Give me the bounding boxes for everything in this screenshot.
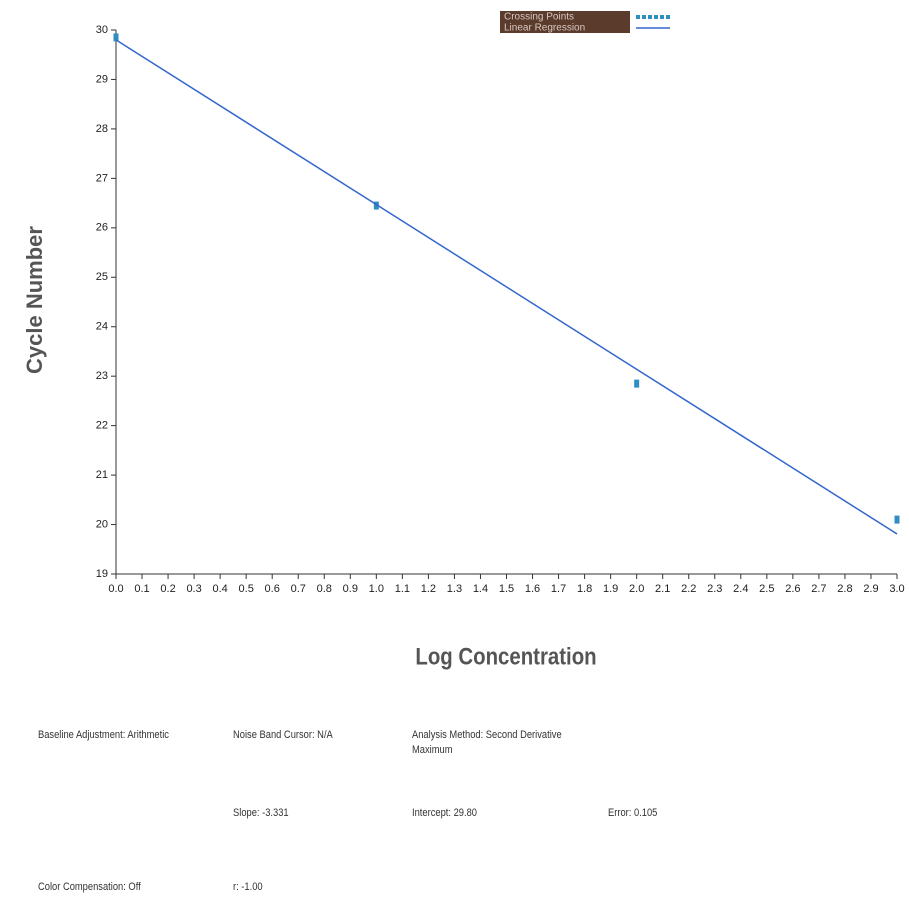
x-tick-label: 0.7 [291,583,306,595]
x-tick-label: 2.3 [707,583,722,595]
info-noise: Noise Band Cursor: N/A [233,729,333,741]
x-tick-label: 0.4 [212,583,227,595]
x-tick-label: 1.8 [577,583,592,595]
x-tick-label: 0.2 [160,583,175,595]
info-error: Error: 0.105 [608,807,658,819]
x-tick-label: 1.3 [447,583,462,595]
y-tick-label: 27 [96,172,108,184]
y-tick-label: 25 [96,271,108,283]
x-tick-label: 2.2 [681,583,696,595]
crossing-point [894,515,900,524]
x-tick-label: 1.0 [369,583,384,595]
y-tick-label: 21 [96,469,108,481]
y-tick-label: 20 [96,518,108,530]
y-tick-label: 26 [96,222,108,234]
legend-box [500,22,630,33]
y-tick-label: 24 [96,321,108,333]
legend-label: Linear Regression [504,23,585,34]
info-method: Analysis Method: Second Derivative Maxim… [412,729,562,756]
chart: Cycle Number Log Concentration 19 20 21 22 2… [22,11,905,670]
x-tick-label: 2.7 [811,583,826,595]
x-tick-label: 2.6 [785,583,800,595]
y-tick-label: 28 [96,123,108,135]
x-tick-label: 2.0 [629,583,644,595]
x-tick-label: 1.9 [603,583,618,595]
x-tick-label: 3.0 [889,583,904,595]
x-tick-label: 1.1 [395,583,410,595]
x-axis-title: Log Concentration [415,643,596,670]
x-tick-label: 0.9 [343,583,358,595]
info-baseline: Baseline Adjustment: Arithmetic [38,729,169,741]
x-tick-label: 0.0 [108,583,123,595]
x-tick-label: 1.2 [421,583,436,595]
x-tick-label: 2.1 [655,583,670,595]
crossing-point [113,33,119,42]
x-tick-label: 0.6 [265,583,280,595]
x-tick-label: 1.7 [551,583,566,595]
crossing-point [373,201,379,210]
y-tick-label: 23 [96,370,108,382]
x-tick-label: 0.5 [239,583,254,595]
info-intercept: Intercept: 29.80 [412,807,477,819]
info-r: r: -1.00 [233,881,263,893]
regression-line [115,39,898,535]
x-tick-label: 2.4 [733,583,748,595]
y-tick-label: 19 [96,568,108,580]
y-tick-label: 30 [96,24,108,36]
x-tick-label: 2.8 [837,583,852,595]
legend-label: Crossing Points [504,12,574,23]
y-tick-label: 29 [96,73,108,85]
y-axis-title: Cycle Number [22,226,47,374]
info-slope: Slope: -3.331 [233,807,289,819]
x-tick-label: 1.5 [499,583,514,595]
y-tick-label: 22 [96,420,108,432]
legend-box [500,11,630,22]
x-tick-label: 2.9 [863,583,878,595]
x-tick-label: 2.5 [759,583,774,595]
crossing-point [634,379,640,388]
x-tick-label: 0.1 [134,583,149,595]
x-tick-label: 0.8 [317,583,332,595]
x-tick-label: 1.6 [525,583,540,595]
info-color-comp: Color Compensation: Off [38,881,141,893]
x-tick-label: 1.4 [473,583,488,595]
x-tick-label: 0.3 [186,583,201,595]
